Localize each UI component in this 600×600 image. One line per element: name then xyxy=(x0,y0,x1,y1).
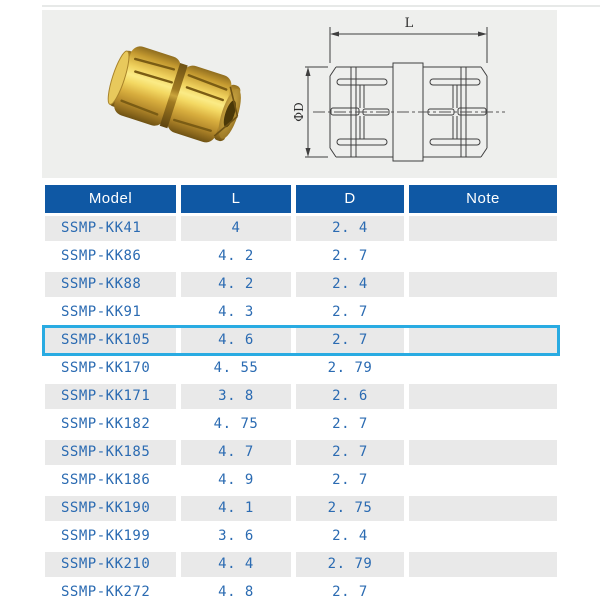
d-cell: 2. 7 xyxy=(332,248,368,264)
note-cell xyxy=(409,496,557,521)
product-photo xyxy=(107,46,241,143)
table-row[interactable]: SSMP-KK199 3. 6 2. 4 xyxy=(45,524,557,549)
table-row[interactable]: SSMP-KK186 4. 9 2. 7 xyxy=(45,468,557,493)
l-cell: 4. 6 xyxy=(181,328,291,353)
column-header-model: Model xyxy=(45,185,176,213)
l-cell: 3. 8 xyxy=(181,384,291,409)
l-cell: 4. 9 xyxy=(218,472,254,488)
column-header-d: D xyxy=(296,185,404,213)
d-cell: 2. 7 xyxy=(332,472,368,488)
l-cell: 4. 7 xyxy=(181,440,291,465)
adapter-body xyxy=(107,46,241,143)
d-cell: 2. 7 xyxy=(332,416,368,432)
top-divider xyxy=(42,5,600,7)
model-cell: SSMP-KK171 xyxy=(45,384,176,409)
model-cell: SSMP-KK182 xyxy=(61,416,151,432)
l-cell: 4. 4 xyxy=(181,552,291,577)
l-cell: 3. 6 xyxy=(218,528,254,544)
model-cell: SSMP-KK210 xyxy=(45,552,176,577)
table-header-row: Model L D Note xyxy=(45,185,557,213)
l-cell: 4. 8 xyxy=(218,584,254,600)
d-cell: 2. 6 xyxy=(296,384,404,409)
table-row[interactable]: SSMP-KK170 4. 55 2. 79 xyxy=(45,356,557,381)
d-cell: 2. 7 xyxy=(332,304,368,320)
l-cell: 4. 2 xyxy=(181,272,291,297)
d-cell: 2. 79 xyxy=(296,552,404,577)
d-cell: 2. 7 xyxy=(332,584,368,600)
model-cell: SSMP-KK186 xyxy=(61,472,151,488)
technical-drawing: L ΦD xyxy=(293,16,505,162)
model-cell: SSMP-KK185 xyxy=(45,440,176,465)
dim-length-label: L xyxy=(405,16,414,31)
model-cell: SSMP-KK199 xyxy=(61,528,151,544)
note-cell xyxy=(409,440,557,465)
spec-table: Model L D Note SSMP-KK41 4 2. 4 SSMP-KK8… xyxy=(42,185,560,600)
l-cell: 4. 1 xyxy=(181,496,291,521)
table-row[interactable]: SSMP-KK190 4. 1 2. 75 xyxy=(45,496,557,521)
column-header-note: Note xyxy=(409,185,557,213)
table-row[interactable]: SSMP-KK182 4. 75 2. 7 xyxy=(45,412,557,437)
l-cell: 4 xyxy=(181,216,291,241)
model-cell: SSMP-KK88 xyxy=(45,272,176,297)
d-cell: 2. 4 xyxy=(296,216,404,241)
d-cell: 2. 4 xyxy=(296,272,404,297)
table-row[interactable]: SSMP-KK91 4. 3 2. 7 xyxy=(45,300,557,325)
note-cell xyxy=(409,384,557,409)
note-cell xyxy=(409,468,557,493)
l-cell: 4. 55 xyxy=(213,360,259,376)
table-body: SSMP-KK41 4 2. 4 SSMP-KK86 4. 2 2. 7 SSM… xyxy=(42,216,560,600)
table-row[interactable]: SSMP-KK185 4. 7 2. 7 xyxy=(45,440,557,465)
model-cell: SSMP-KK170 xyxy=(61,360,151,376)
l-cell: 4. 3 xyxy=(218,304,254,320)
note-cell xyxy=(409,300,557,325)
table-row[interactable]: SSMP-KK88 4. 2 2. 4 xyxy=(45,272,557,297)
dim-diameter-label: ΦD xyxy=(293,102,306,121)
d-cell: 2. 4 xyxy=(332,528,368,544)
model-cell: SSMP-KK190 xyxy=(45,496,176,521)
model-cell: SSMP-KK41 xyxy=(45,216,176,241)
table-row[interactable]: SSMP-KK86 4. 2 2. 7 xyxy=(45,244,557,269)
table-row-selected[interactable]: SSMP-KK105 4. 6 2. 7 xyxy=(42,325,560,356)
product-image-panel: L ΦD xyxy=(42,10,557,178)
table-row[interactable]: SSMP-KK41 4 2. 4 xyxy=(45,216,557,241)
note-cell xyxy=(409,412,557,437)
l-cell: 4. 2 xyxy=(218,248,254,264)
note-cell xyxy=(409,524,557,549)
table-row[interactable]: SSMP-KK272 4. 8 2. 7 xyxy=(45,580,557,600)
note-cell xyxy=(409,552,557,577)
d-cell: 2. 7 xyxy=(296,440,404,465)
model-cell: SSMP-KK272 xyxy=(61,584,151,600)
model-cell: SSMP-KK91 xyxy=(61,304,142,320)
d-cell: 2. 75 xyxy=(296,496,404,521)
table-row[interactable]: SSMP-KK210 4. 4 2. 79 xyxy=(45,552,557,577)
column-header-l: L xyxy=(181,185,291,213)
note-cell xyxy=(409,580,557,600)
table-row[interactable]: SSMP-KK171 3. 8 2. 6 xyxy=(45,384,557,409)
note-cell xyxy=(409,272,557,297)
l-cell: 4. 75 xyxy=(213,416,259,432)
note-cell xyxy=(409,216,557,241)
note-cell xyxy=(409,244,557,269)
d-cell: 2. 7 xyxy=(296,328,404,353)
model-cell: SSMP-KK86 xyxy=(61,248,142,264)
note-cell xyxy=(409,328,557,353)
model-cell: SSMP-KK105 xyxy=(45,328,176,353)
note-cell xyxy=(409,356,557,381)
d-cell: 2. 79 xyxy=(327,360,373,376)
